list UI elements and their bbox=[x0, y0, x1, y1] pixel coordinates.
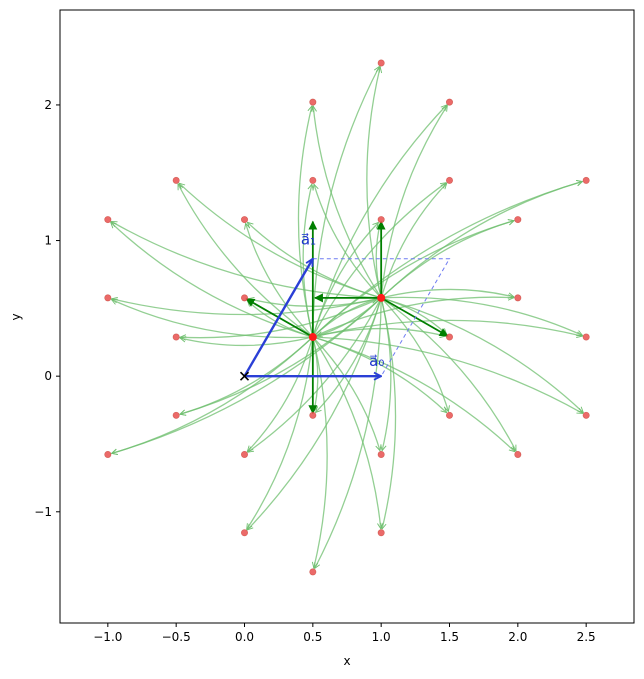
neighbor-arrow bbox=[381, 288, 514, 297]
lattice-point bbox=[241, 216, 249, 224]
lattice-point bbox=[582, 176, 590, 184]
x-tick-label: −0.5 bbox=[162, 630, 191, 644]
neighbor-arrow bbox=[302, 184, 313, 338]
neighbor-arrow bbox=[177, 184, 314, 338]
lattice-point bbox=[514, 450, 522, 458]
neighbor-arrow bbox=[380, 297, 448, 412]
x-tick-label: 2.5 bbox=[577, 630, 596, 644]
neighbor-arrow bbox=[248, 297, 382, 452]
lattice-point bbox=[172, 176, 180, 184]
lattice-point bbox=[172, 333, 180, 341]
lattice-point bbox=[104, 450, 112, 458]
lattice-point bbox=[445, 333, 453, 341]
neighbor-arrow bbox=[312, 336, 583, 414]
neighbor-arrow bbox=[312, 319, 583, 337]
lattice-vectors: a⃗₀ a⃗₁ bbox=[243, 231, 384, 377]
neighbor-arrow bbox=[111, 222, 313, 338]
y-axis-label: y bbox=[9, 313, 23, 320]
lattice-point bbox=[172, 411, 180, 419]
neighbor-arrow bbox=[314, 184, 382, 299]
neighbor-arrow bbox=[380, 106, 447, 298]
neighbor-arrow bbox=[381, 297, 397, 529]
x-tick-label: 2.0 bbox=[508, 630, 527, 644]
unit-cell-outline bbox=[312, 258, 451, 377]
neighbor-arrow bbox=[312, 336, 380, 451]
center-point bbox=[308, 333, 317, 342]
lattice-vector-1 bbox=[243, 259, 314, 377]
lattice-point bbox=[241, 529, 249, 537]
center-point bbox=[377, 293, 386, 302]
neighbor-arrow bbox=[248, 298, 382, 307]
neighbor-arrow bbox=[247, 336, 314, 529]
lattice-point bbox=[445, 98, 453, 106]
x-axis-label: x bbox=[343, 654, 350, 668]
x-axis-ticks: −1.0 −0.5 0.0 0.5 1.0 1.5 2.0 2.5 bbox=[93, 623, 596, 644]
lattice-point bbox=[445, 411, 453, 419]
neighbor-arrow bbox=[380, 221, 514, 299]
lattice-point bbox=[514, 294, 522, 302]
x-tick-label: −1.0 bbox=[93, 630, 122, 644]
unit-cell-dashed-line bbox=[312, 258, 451, 377]
neighbor-arrow bbox=[366, 67, 381, 299]
lattice-point bbox=[309, 98, 317, 106]
lattice-points bbox=[104, 59, 590, 576]
neighbor-arrow bbox=[380, 297, 517, 451]
neighbor-arrow bbox=[375, 224, 381, 299]
lattice-point bbox=[377, 59, 385, 67]
lattice-point bbox=[241, 294, 249, 302]
lattice-point bbox=[309, 411, 317, 419]
neighbor-arrow bbox=[380, 183, 447, 299]
lattice-point bbox=[514, 216, 522, 224]
origin-x-stroke bbox=[239, 371, 250, 381]
x-tick-label: 0.5 bbox=[303, 630, 322, 644]
y-tick-label: 0 bbox=[44, 369, 52, 383]
neighbor-arrow bbox=[312, 297, 514, 338]
neighbor-arrow bbox=[381, 297, 583, 413]
lattice-point bbox=[241, 450, 249, 458]
neighbor-arrow bbox=[312, 223, 379, 338]
neighbor-arrow bbox=[312, 336, 515, 452]
y-tick-label: 2 bbox=[44, 98, 52, 112]
lattice-point bbox=[104, 216, 112, 224]
lattice-point bbox=[582, 411, 590, 419]
lattice-vector-label-1: a⃗₁ bbox=[301, 231, 316, 249]
neighbor-arrow bbox=[313, 336, 328, 568]
lattice-vector-label-0: a⃗₀ bbox=[369, 352, 384, 370]
x-tick-label: 0.0 bbox=[235, 630, 254, 644]
neighbor-arrow bbox=[180, 337, 313, 347]
lattice-point bbox=[104, 294, 112, 302]
lattice-point bbox=[377, 216, 385, 224]
neighbor-arrow bbox=[314, 297, 382, 569]
neighbor-arrow bbox=[247, 336, 314, 452]
plot-background bbox=[60, 10, 634, 623]
neighbor-arrow bbox=[180, 297, 382, 338]
nearest-neighbor-arrow bbox=[380, 297, 449, 337]
lattice-point bbox=[309, 176, 317, 184]
neighbor-arrow bbox=[112, 298, 382, 316]
plot-area: a⃗₀ a⃗₁ bbox=[59, 9, 635, 624]
lattice-point bbox=[582, 333, 590, 341]
neighbor-arrow bbox=[312, 336, 381, 529]
neighbor-arrow bbox=[381, 296, 582, 335]
y-tick-label: −1 bbox=[34, 505, 52, 519]
neighbor-arrow bbox=[247, 297, 382, 530]
plot-frame bbox=[59, 9, 635, 624]
y-tick-label: 1 bbox=[44, 234, 52, 248]
neighbor-arrow bbox=[112, 300, 313, 339]
neighbor-arrow bbox=[312, 105, 447, 338]
neighbor-arrow bbox=[312, 183, 446, 338]
neighbor-arrow bbox=[111, 220, 382, 299]
lattice-point bbox=[445, 176, 453, 184]
neighbor-arrow bbox=[313, 106, 382, 299]
lattice-point bbox=[377, 529, 385, 537]
origin-marker bbox=[239, 371, 250, 381]
neighbor-arrow bbox=[112, 297, 382, 454]
y-axis-ticks: −1 0 1 2 bbox=[34, 98, 60, 519]
x-tick-label: 1.0 bbox=[372, 630, 391, 644]
lattice-point bbox=[377, 450, 385, 458]
lattice-point bbox=[309, 568, 317, 576]
x-tick-label: 1.5 bbox=[440, 630, 459, 644]
